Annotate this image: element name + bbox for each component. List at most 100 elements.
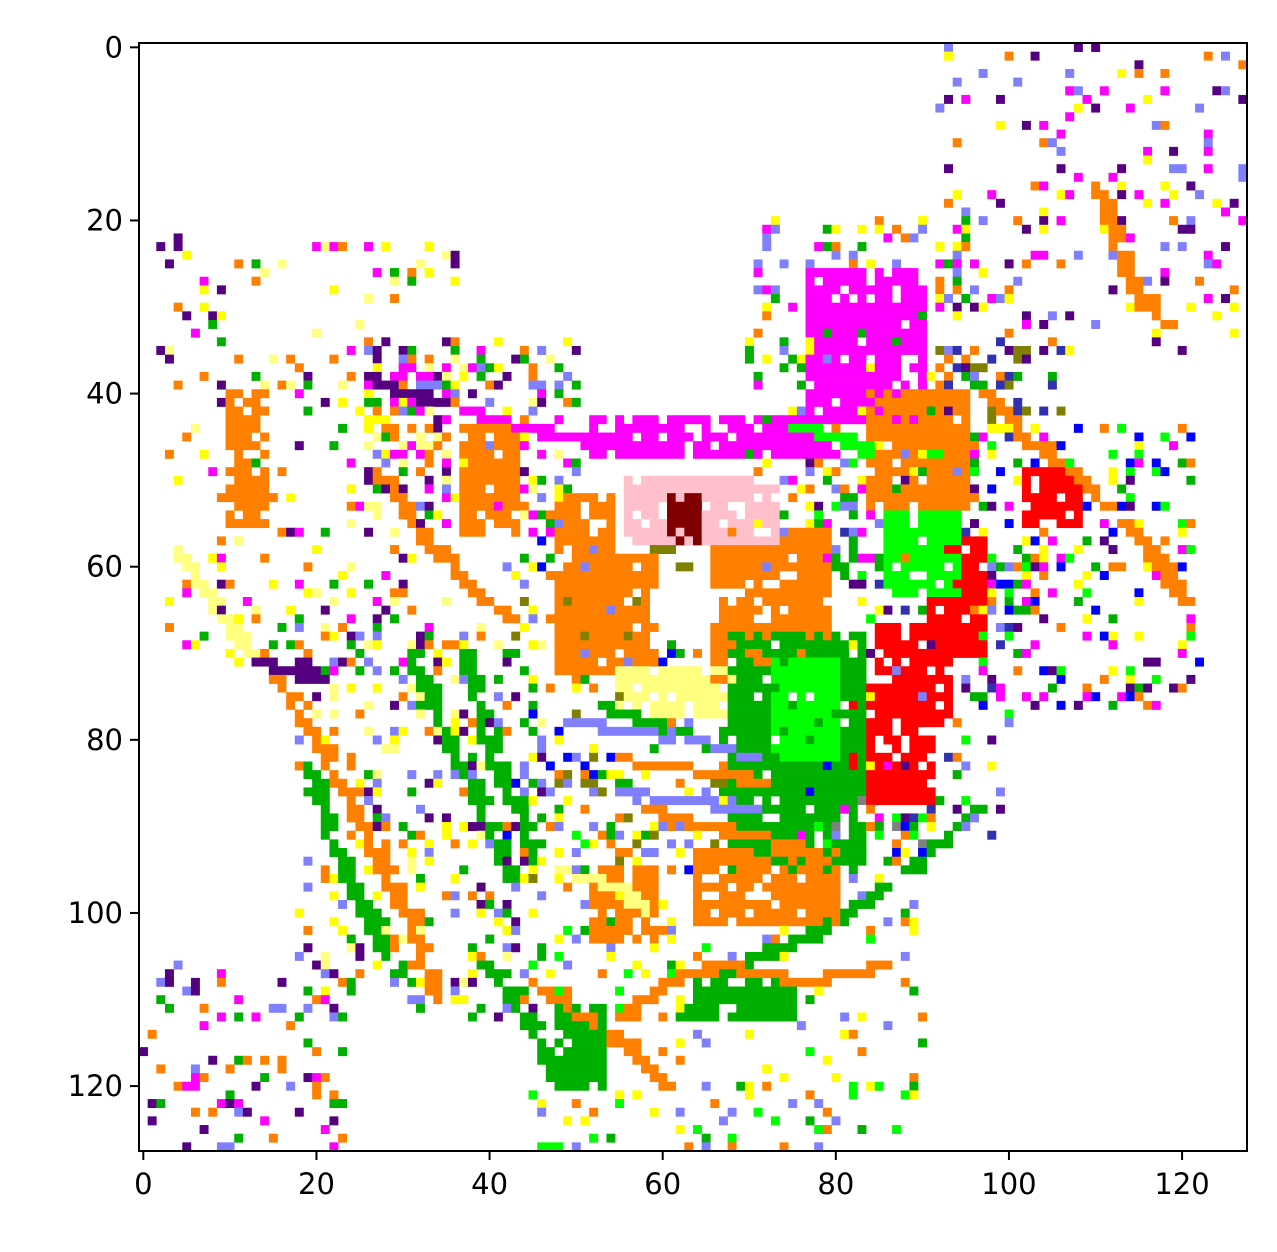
heatmap-cell <box>848 640 858 650</box>
heatmap-cell <box>753 328 763 338</box>
heatmap-cell <box>476 363 486 373</box>
heatmap-cell <box>545 1073 607 1083</box>
heatmap-cell <box>216 1099 226 1109</box>
heatmap-cell <box>649 700 685 710</box>
heatmap-cell <box>545 614 651 624</box>
heatmap-cell <box>234 354 244 364</box>
heatmap-cell <box>208 605 218 615</box>
heatmap-cell <box>770 1116 780 1126</box>
heatmap-cell <box>563 1029 607 1039</box>
heatmap-cell <box>814 735 841 745</box>
heatmap-cell <box>364 475 374 485</box>
heatmap-cell <box>874 874 884 883</box>
heatmap-cell <box>822 839 832 849</box>
heatmap-cell <box>693 995 798 1005</box>
heatmap-cell <box>485 934 495 944</box>
heatmap-cell <box>537 345 547 355</box>
heatmap-cell <box>701 536 780 546</box>
heatmap-cell <box>372 467 382 477</box>
heatmap-cell <box>1073 475 1092 485</box>
heatmap-cell <box>346 371 356 381</box>
heatmap-cell <box>537 951 547 961</box>
heatmap-cell <box>900 484 971 494</box>
heatmap-cell <box>641 770 651 780</box>
heatmap-cell <box>1021 571 1031 580</box>
heatmap-cell <box>926 571 962 580</box>
heatmap-cell <box>727 761 824 771</box>
heatmap-cell <box>528 752 538 762</box>
heatmap-cell <box>1056 666 1066 676</box>
heatmap-cell <box>762 934 772 944</box>
heatmap-cell <box>1117 259 1135 269</box>
heatmap-cell <box>909 813 919 823</box>
x-tick-label: 0 <box>134 1167 152 1201</box>
heatmap-cell <box>424 778 434 788</box>
heatmap-cell <box>364 579 374 589</box>
heatmap-cell <box>866 796 936 806</box>
heatmap-cell <box>1065 458 1075 468</box>
heatmap-cell <box>727 1107 737 1117</box>
heatmap-cell <box>831 467 841 477</box>
heatmap-cell <box>433 770 443 780</box>
heatmap-cell <box>1021 259 1031 269</box>
heatmap-cell <box>355 501 365 511</box>
heatmap-cell <box>796 648 806 658</box>
heatmap-cell <box>441 493 451 503</box>
heatmap-cell <box>528 908 538 918</box>
heatmap-cell <box>485 752 495 762</box>
heatmap-cell <box>796 363 806 373</box>
heatmap-cell <box>874 216 884 226</box>
heatmap-cell <box>779 657 789 667</box>
heatmap-cell <box>563 718 607 728</box>
heatmap-cell <box>147 1099 157 1109</box>
heatmap-cell <box>1117 268 1135 278</box>
heatmap-cell <box>329 657 339 667</box>
heatmap-cell <box>407 657 417 667</box>
heatmap-cell <box>320 865 330 875</box>
heatmap-cell <box>944 371 953 381</box>
heatmap-cell <box>1021 120 1031 130</box>
heatmap-cell <box>693 848 754 857</box>
heatmap-cell <box>615 752 633 762</box>
heatmap-cell <box>502 449 521 459</box>
heatmap-cell <box>459 406 486 416</box>
heatmap-cell <box>441 475 451 485</box>
heatmap-cell <box>450 250 460 260</box>
heatmap-cell <box>675 1107 685 1117</box>
heatmap-cell <box>519 467 529 477</box>
heatmap-cell <box>1021 648 1031 658</box>
heatmap-cell <box>338 977 348 987</box>
heatmap-cell <box>355 899 374 909</box>
heatmap-cell <box>935 285 945 295</box>
heatmap-cell <box>632 700 642 710</box>
heatmap-cell <box>424 354 434 364</box>
heatmap-cell <box>615 986 625 996</box>
heatmap-cell <box>736 735 772 745</box>
heatmap-cell <box>589 1107 599 1117</box>
heatmap-cell <box>502 562 512 572</box>
heatmap-cell <box>1134 458 1144 468</box>
heatmap-cell <box>390 371 408 381</box>
heatmap-cell <box>857 640 867 650</box>
heatmap-cell <box>390 735 399 745</box>
heatmap-cell <box>554 1012 573 1022</box>
heatmap-cell <box>822 1055 832 1065</box>
heatmap-cell <box>987 562 997 572</box>
heatmap-cell <box>390 397 399 407</box>
heatmap-cell <box>164 597 174 606</box>
heatmap-cell <box>615 917 633 927</box>
heatmap-cell <box>641 475 754 485</box>
heatmap-cell <box>441 519 451 529</box>
heatmap-cell <box>1056 519 1083 529</box>
heatmap-cell <box>493 605 512 615</box>
heatmap-cell <box>1021 562 1031 572</box>
heatmap-cell <box>450 276 460 286</box>
heatmap-cell <box>208 311 218 321</box>
heatmap-cell <box>294 709 304 719</box>
heatmap-cell <box>952 406 971 416</box>
heatmap-cell <box>961 588 988 598</box>
heatmap-cell <box>857 597 867 606</box>
heatmap-cell <box>779 865 789 875</box>
heatmap-cell <box>1004 501 1014 511</box>
heatmap-cell <box>909 1073 919 1083</box>
